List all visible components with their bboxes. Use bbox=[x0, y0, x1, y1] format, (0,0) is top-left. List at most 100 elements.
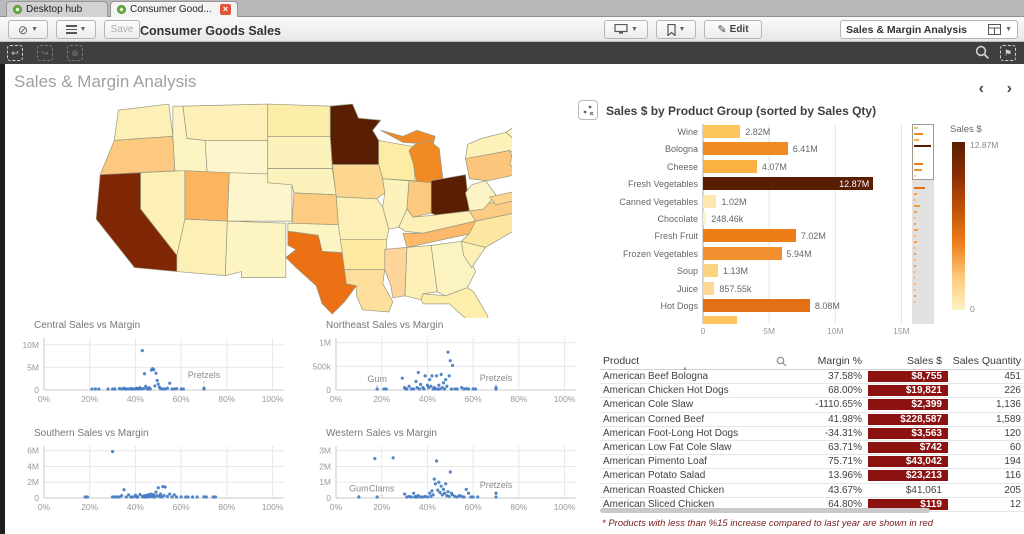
navigator-window[interactable] bbox=[912, 124, 934, 180]
table-header-sales-quantity[interactable]: Sales Quantity bbox=[952, 354, 1021, 367]
scatter-point[interactable] bbox=[165, 494, 170, 499]
cell-product[interactable]: American Corned Beef bbox=[603, 413, 705, 425]
scatter-point[interactable] bbox=[439, 372, 443, 376]
cell-product[interactable]: American Low Fat Cole Slaw bbox=[603, 442, 732, 454]
scatter-point[interactable] bbox=[129, 495, 133, 499]
scatter-point[interactable] bbox=[158, 492, 163, 496]
scatter-point[interactable] bbox=[124, 387, 128, 391]
state-mo[interactable] bbox=[335, 196, 390, 240]
scatter-point[interactable] bbox=[430, 374, 434, 378]
scatter-point[interactable] bbox=[184, 495, 188, 499]
scatter-point[interactable] bbox=[453, 387, 457, 391]
scatter-point[interactable] bbox=[431, 493, 435, 497]
scatter-point[interactable] bbox=[433, 387, 438, 391]
scatter-point[interactable] bbox=[445, 384, 449, 388]
column-search-icon[interactable] bbox=[776, 356, 787, 367]
scatter-point[interactable] bbox=[382, 387, 386, 391]
scatter-point[interactable] bbox=[148, 387, 152, 391]
scatter-point[interactable] bbox=[154, 371, 158, 375]
global-menu-button[interactable]: ⊘ ▼ bbox=[8, 20, 48, 39]
scatter-point[interactable] bbox=[476, 495, 480, 499]
table-header-margin-[interactable]: Margin % bbox=[817, 354, 862, 367]
scatter-point[interactable] bbox=[181, 387, 186, 391]
scatter-point[interactable] bbox=[412, 491, 416, 495]
scatter-point[interactable] bbox=[407, 384, 411, 388]
table-header-product[interactable]: Product bbox=[603, 354, 640, 367]
bar[interactable] bbox=[703, 299, 810, 312]
scatter-point[interactable] bbox=[375, 387, 379, 391]
sheet-selector[interactable]: Sales & Margin Analysis ▼ bbox=[840, 20, 1018, 39]
scatter-point[interactable] bbox=[466, 491, 471, 495]
scatter-point[interactable] bbox=[138, 492, 142, 497]
bar[interactable] bbox=[703, 281, 715, 295]
table-header-sales-[interactable]: Sales $ bbox=[906, 354, 942, 367]
state-nc[interactable] bbox=[461, 211, 512, 248]
next-sheet-arrow[interactable]: › bbox=[1006, 80, 1012, 97]
bar[interactable] bbox=[703, 229, 796, 243]
scatter-point[interactable] bbox=[179, 495, 183, 499]
scatter-point[interactable] bbox=[172, 493, 176, 497]
state-nm[interactable] bbox=[224, 220, 287, 278]
scatter-point[interactable] bbox=[433, 482, 438, 486]
table-row[interactable]: American Pimento Loaf 75.71% $43,042 194 bbox=[600, 455, 1024, 470]
scatter-point[interactable] bbox=[450, 493, 455, 497]
scatter-point[interactable] bbox=[122, 488, 126, 492]
scatter-point[interactable] bbox=[426, 386, 431, 390]
scatter-point[interactable] bbox=[434, 374, 439, 378]
expand-chart-button[interactable] bbox=[578, 100, 598, 120]
storytelling-button[interactable]: ▼ bbox=[604, 20, 648, 39]
scatter-point[interactable] bbox=[447, 494, 451, 499]
scatter-point[interactable] bbox=[442, 491, 447, 495]
scatter-point[interactable] bbox=[161, 387, 165, 391]
scatter-point[interactable] bbox=[441, 487, 446, 491]
cell-product[interactable]: American Foot-Long Hot Dogs bbox=[603, 427, 739, 439]
table-row[interactable]: American Chicken Hot Dogs 68.00% $19,821 22… bbox=[600, 384, 1024, 399]
clear-selections-icon[interactable]: ⊗ bbox=[67, 45, 83, 61]
state-ks[interactable] bbox=[291, 192, 339, 226]
scatter-point[interactable] bbox=[425, 495, 430, 499]
scatter-point[interactable] bbox=[473, 387, 478, 391]
cell-product[interactable]: American Sliced Chicken bbox=[603, 498, 715, 510]
scatter-panel-western[interactable]: Western Sales vs Margin 3M 2M 1M 0 0% 20% 40% 6… bbox=[300, 428, 588, 528]
us-choropleth-map[interactable] bbox=[88, 96, 512, 318]
scatter-point[interactable] bbox=[494, 491, 498, 495]
scatter-point[interactable] bbox=[170, 495, 174, 499]
scatter-point[interactable] bbox=[440, 493, 444, 497]
state-in[interactable] bbox=[406, 180, 434, 218]
tab-desktop-hub[interactable]: Desktop hub bbox=[6, 1, 108, 17]
cell-product[interactable]: American Chicken Hot Dogs bbox=[603, 385, 729, 397]
scatter-point[interactable] bbox=[113, 495, 117, 499]
scatter-point[interactable] bbox=[113, 387, 117, 391]
bar[interactable] bbox=[703, 246, 782, 260]
scatter-point[interactable] bbox=[444, 378, 448, 382]
state-wi[interactable] bbox=[378, 140, 416, 182]
scatter-point[interactable] bbox=[211, 495, 215, 499]
bar[interactable] bbox=[703, 142, 788, 156]
selections-forward-icon[interactable]: ↪ bbox=[37, 45, 53, 61]
table-row[interactable]: American Potato Salad 13.96% $23,213 116 bbox=[600, 469, 1024, 484]
scatter-point[interactable] bbox=[418, 495, 423, 499]
scatter-point[interactable] bbox=[140, 349, 144, 353]
scatter-point[interactable] bbox=[441, 381, 446, 385]
state-nd[interactable] bbox=[267, 103, 331, 137]
save-button[interactable]: Save bbox=[104, 20, 140, 39]
bar[interactable] bbox=[703, 264, 718, 278]
scatter-point[interactable] bbox=[373, 457, 377, 461]
state-or[interactable] bbox=[99, 136, 176, 176]
scatter-point[interactable] bbox=[110, 449, 115, 454]
scatter-point[interactable] bbox=[438, 490, 442, 495]
scatter-point[interactable] bbox=[110, 495, 115, 499]
bar[interactable] bbox=[703, 159, 757, 173]
scatter-point[interactable] bbox=[155, 378, 159, 383]
scatter-point[interactable] bbox=[136, 495, 140, 499]
scatter-point[interactable] bbox=[375, 495, 379, 499]
bookmarks-button[interactable]: ▼ bbox=[656, 20, 696, 39]
scatter-point[interactable] bbox=[384, 387, 388, 391]
scatter-point[interactable] bbox=[110, 387, 115, 391]
previous-sheet-arrow[interactable]: ‹ bbox=[978, 80, 984, 97]
scatter-point[interactable] bbox=[195, 495, 199, 499]
table-row[interactable]: American Foot-Long Hot Dogs -34.31% $3,563… bbox=[600, 427, 1024, 441]
selections-back-icon[interactable]: ↩ bbox=[7, 45, 23, 61]
scatter-panel-central[interactable]: Central Sales vs Margin 10M 5M 0 0% 20% 40% 60… bbox=[8, 320, 296, 420]
scatter-point[interactable] bbox=[455, 387, 459, 391]
